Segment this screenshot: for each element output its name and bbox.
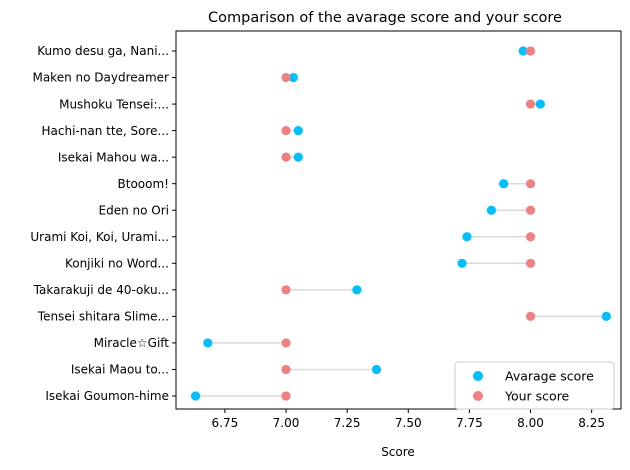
- y-tick-label: Isekai Maou to...: [71, 363, 169, 377]
- y-tick-label: Tensei shitara Slime...: [37, 310, 169, 324]
- point-your-score: [525, 205, 536, 215]
- point-avarage-score: [293, 152, 303, 162]
- point-your-score: [525, 311, 536, 321]
- point-avarage-score: [352, 285, 362, 295]
- y-axis-ticks: Kumo desu ga, Nani... Maken no Daydreamer…: [30, 44, 176, 403]
- x-axis-label: Score: [381, 445, 415, 459]
- legend-label-avarage-score: Avarage score: [505, 369, 594, 384]
- x-tick-label: 8.25: [578, 416, 605, 430]
- point-your-score: [281, 126, 291, 136]
- point-avarage-score: [601, 311, 611, 321]
- y-tick-label: Btooom!: [118, 177, 169, 191]
- point-avarage-score: [535, 99, 545, 109]
- point-avarage-score: [293, 126, 303, 136]
- y-tick-label: Hachi-nan tte, Sore...: [42, 124, 170, 138]
- point-avarage-score: [462, 232, 472, 242]
- legend-marker-your-score: [473, 391, 483, 401]
- point-your-score: [525, 179, 536, 189]
- y-tick-label: Eden no Ori: [99, 203, 169, 217]
- point-avarage-score: [457, 258, 467, 268]
- point-your-score: [281, 364, 291, 375]
- y-tick-label: Mushoku Tensei:...: [59, 97, 169, 111]
- x-axis-ticks: 6.75 7.00 7.25 7.50 7.75 8.00 8.25: [212, 409, 605, 430]
- point-your-score: [281, 152, 291, 162]
- point-your-score: [525, 46, 536, 56]
- x-tick-label: 7.00: [273, 416, 300, 430]
- point-your-score: [525, 258, 536, 268]
- point-your-score: [281, 285, 291, 295]
- y-tick-label: Takarakuji de 40-oku...: [33, 283, 169, 297]
- y-tick-label: Konjiki no Word...: [65, 257, 169, 271]
- x-tick-label: 6.75: [212, 416, 239, 430]
- y-tick-label: Maken no Daydreamer: [32, 71, 169, 85]
- legend-marker-avarage-score: [473, 371, 483, 381]
- point-your-score: [525, 232, 536, 242]
- data-points: [190, 46, 611, 401]
- plot-area-frame: [175, 30, 622, 410]
- y-tick-label: Urami Koi, Koi, Urami...: [30, 230, 169, 244]
- point-avarage-score: [203, 338, 213, 348]
- point-avarage-score: [371, 364, 382, 375]
- point-avarage-score: [518, 46, 528, 56]
- point-your-score: [281, 72, 291, 83]
- x-tick-label: 7.75: [456, 416, 483, 430]
- x-tick-label: 7.25: [334, 416, 361, 430]
- point-avarage-score: [190, 391, 201, 401]
- legend-frame: [454, 361, 615, 410]
- y-tick-label: Kumo desu ga, Nani...: [37, 44, 169, 58]
- point-avarage-score: [499, 179, 509, 189]
- point-your-score: [281, 338, 291, 348]
- legend-label-your-score: Your score: [504, 389, 570, 404]
- legend: Avarage score Your score: [454, 361, 615, 410]
- x-tick-label: 8.00: [517, 416, 544, 430]
- point-avarage-score: [288, 72, 298, 83]
- point-avarage-score: [486, 205, 497, 215]
- y-tick-label: Isekai Mahou wa...: [58, 150, 169, 164]
- point-your-score: [281, 391, 291, 401]
- y-tick-label: Isekai Goumon-hime: [45, 389, 169, 403]
- y-tick-label: Miracle☆Gift: [94, 336, 170, 350]
- chart-title: Comparison of the avarage score and your…: [208, 10, 562, 26]
- x-tick-label: 7.50: [395, 416, 422, 430]
- point-your-score: [525, 99, 536, 109]
